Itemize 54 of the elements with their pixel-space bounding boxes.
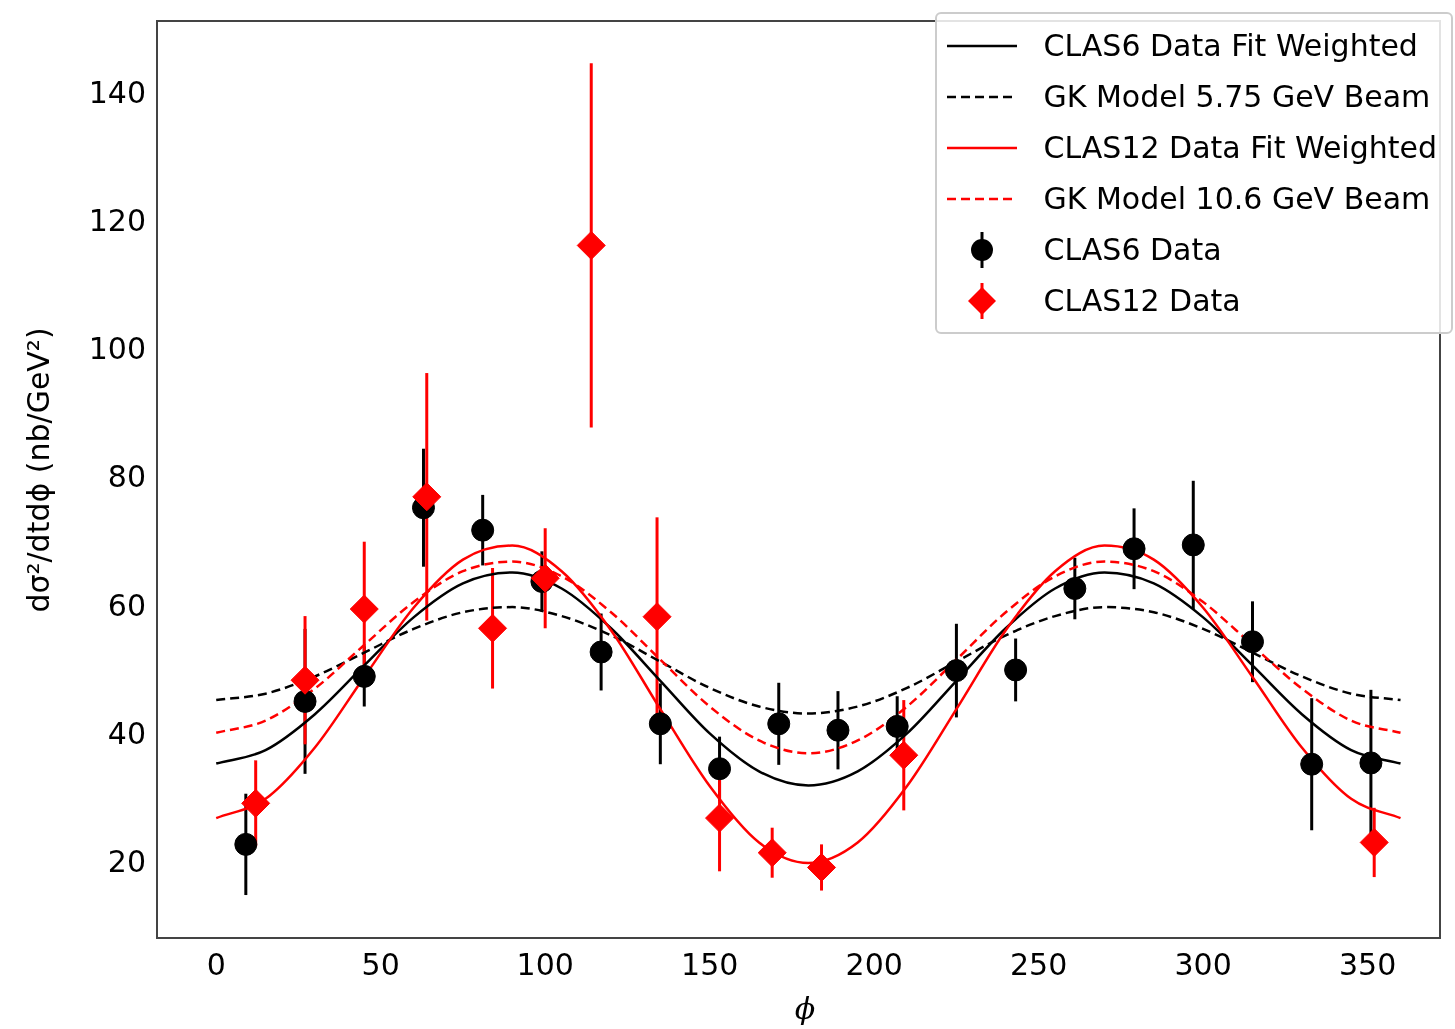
point	[1004, 658, 1028, 682]
point	[478, 613, 508, 643]
point	[1122, 537, 1146, 561]
x-tick-label: 100	[516, 946, 574, 982]
y-tick-label: 20	[107, 844, 146, 880]
point	[708, 757, 732, 781]
point	[648, 712, 672, 736]
x-axis-title: ϕ	[794, 990, 816, 1026]
x-tick-label: 200	[845, 946, 903, 982]
point	[589, 640, 613, 664]
y-tick-label: 60	[107, 587, 146, 623]
point	[757, 838, 787, 868]
legend-label: CLAS12 Data Fit Weighted	[1043, 130, 1437, 165]
point	[767, 712, 791, 736]
legend-label: CLAS6 Data Fit Weighted	[1043, 28, 1418, 63]
point	[885, 714, 909, 738]
point	[412, 482, 442, 512]
point	[1240, 630, 1264, 654]
x-tick-label: 300	[1174, 946, 1232, 982]
y-tick-label: 120	[88, 202, 146, 238]
point	[889, 740, 919, 770]
x-tick-label: 0	[206, 946, 226, 982]
point	[944, 659, 968, 683]
point	[530, 563, 560, 593]
y-tick-label: 40	[107, 715, 146, 751]
x-tick-label: 50	[361, 946, 400, 982]
point	[349, 594, 379, 624]
legend-label: CLAS12 Data	[1043, 283, 1241, 318]
x-tick-label: 250	[1010, 946, 1068, 982]
x-tick-label: 150	[681, 946, 739, 982]
point	[241, 788, 271, 818]
point	[807, 852, 837, 882]
legend-label: GK Model 5.75 GeV Beam	[1043, 79, 1431, 114]
point	[1359, 751, 1383, 775]
point	[576, 230, 606, 260]
y-tick-label: 100	[88, 331, 146, 367]
point	[293, 689, 317, 713]
y-tick-label: 140	[88, 74, 146, 110]
x-tick-label: 350	[1338, 946, 1397, 982]
legend-label: GK Model 10.6 GeV Beam	[1043, 181, 1431, 216]
point	[705, 803, 735, 833]
point	[1300, 752, 1324, 776]
point	[234, 832, 258, 856]
y-axis-title: dσ²/dtdϕ (nb/GeV²)	[20, 327, 56, 613]
point	[1063, 577, 1087, 601]
point	[826, 718, 850, 742]
point	[352, 664, 376, 688]
point	[1181, 533, 1205, 557]
point	[642, 602, 672, 632]
y-tick-label: 80	[107, 459, 146, 495]
point	[471, 518, 495, 542]
legend-label: CLAS6 Data	[1043, 232, 1222, 267]
point	[290, 665, 320, 695]
point	[1359, 827, 1389, 857]
